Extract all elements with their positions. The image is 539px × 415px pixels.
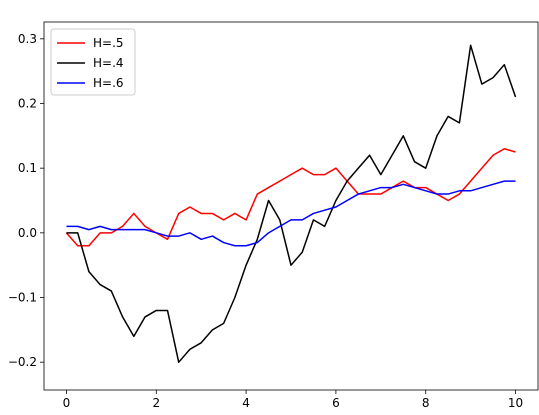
y-tick-label: −0.2 (8, 355, 37, 369)
x-tick-label: 4 (242, 396, 250, 410)
y-tick-label: 0.1 (18, 161, 37, 175)
y-tick-label: 0.3 (18, 32, 37, 46)
x-tick-label: 0 (63, 396, 71, 410)
x-tick-label: 6 (332, 396, 340, 410)
x-tick-label: 10 (508, 396, 523, 410)
x-tick-label: 8 (422, 396, 430, 410)
plot-frame (43, 21, 539, 391)
y-tick-label: 0.2 (18, 96, 37, 110)
y-tick-label: 0.0 (18, 226, 37, 240)
legend-label: H=.6 (93, 76, 124, 90)
x-tick-label: 2 (152, 396, 160, 410)
series-line (66, 44, 517, 363)
legend-label: H=.4 (93, 56, 124, 70)
y-tick-label: −0.1 (8, 291, 37, 305)
series-line (65, 148, 516, 247)
legend-box (50, 28, 136, 96)
series-line (66, 180, 516, 247)
legend-label: H=.5 (93, 36, 124, 50)
